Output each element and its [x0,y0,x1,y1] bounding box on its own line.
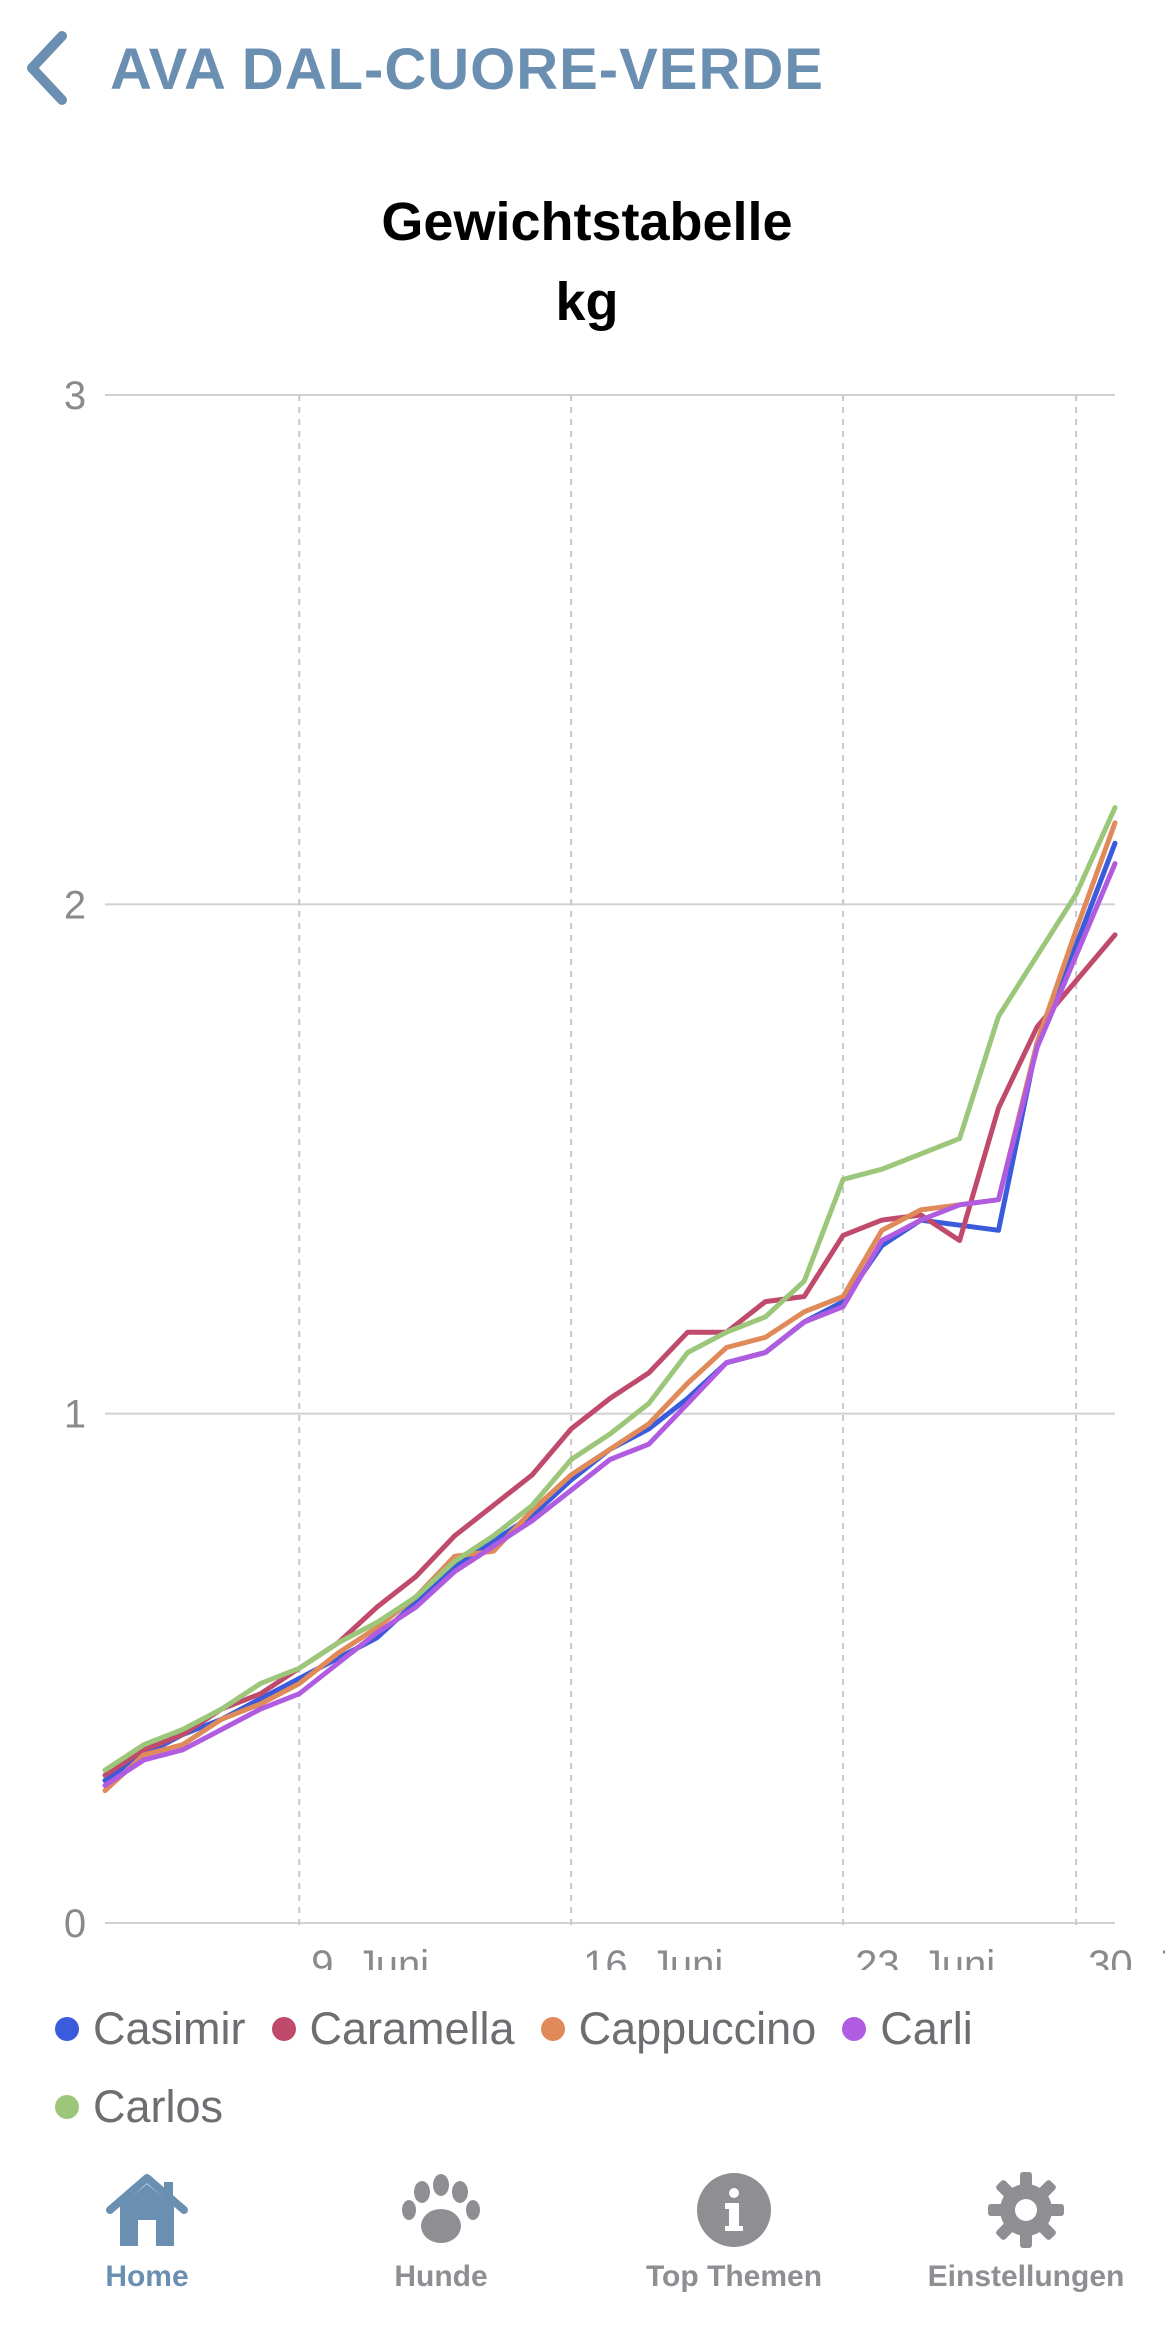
info-icon [594,2170,874,2250]
chart-title: Gewichtstabelle [381,192,792,252]
legend-item-caramella[interactable]: Caramella [271,1990,515,2068]
tab-label: Home [105,2260,189,2293]
legend-dot-icon [55,2017,79,2041]
x-tick-label: 23. Juni [855,1943,995,1970]
legend-label: Cappuccino [578,2003,817,2054]
series-line-cappuccino [102,820,1118,1794]
tab-label: Top Themen [645,2260,823,2293]
chart-legend: Casimir Caramella Cappuccino Carli Carlos [55,1990,1135,2146]
house-icon [7,2170,287,2250]
y-tick-label: 3 [64,374,86,418]
paw-icon [301,2170,581,2250]
series-line-carlos [102,805,1118,1773]
legend-item-cappuccino[interactable]: Cappuccino [540,1990,817,2068]
legend-item-carlos[interactable]: Carlos [55,2068,223,2146]
chart-series [102,805,1118,1794]
tab-bar: Home Hunde Top Themen Einstellungen [0,2150,1165,2335]
gear-icon [886,2170,1165,2250]
tab-label: Hunde [394,2260,488,2293]
legend-item-carli[interactable]: Carli [842,1990,973,2068]
y-tick-label: 0 [64,1902,86,1946]
tab-home[interactable]: Home [7,2170,287,2320]
x-tick-label: 9. Juni [311,1943,429,1970]
tab-top-themen[interactable]: Top Themen [594,2170,874,2320]
tab-hunde[interactable]: Hunde [301,2170,581,2320]
page-title: AVA DAL-CUORE-VERDE [110,37,824,102]
tab-label: Einstellungen [927,2260,1125,2293]
legend-label: Caramella [309,2003,515,2054]
series-line-caramella [102,932,1118,1778]
x-axis: 9. Juni 16. Juni 23. Juni 30. J... [311,1943,1165,1970]
legend-dot-icon [271,2017,296,2041]
series-line-carli [102,861,1118,1788]
weight-chart-canvas: Gewichtstabelle kg 0 1 2 3 9. Juni 16. Juni 2… [64,192,1165,1970]
x-tick-label: 16. Juni [583,1943,723,1970]
back-button[interactable] [22,30,82,110]
legend-label: Casimir [93,2003,246,2054]
legend-dot-icon [540,2017,565,2041]
chevron-left-icon [27,31,67,105]
legend-label: Carli [880,2003,973,2054]
x-tick-label: 30. J... [1088,1943,1165,1970]
legend-dot-icon [842,2017,867,2041]
y-tick-label: 1 [64,1393,86,1437]
y-tick-label: 2 [64,883,86,927]
legend-label: Carlos [93,2081,224,2132]
navigation-header: AVA DAL-CUORE-VERDE [0,0,1165,140]
tab-einstellungen[interactable]: Einstellungen [886,2170,1165,2320]
legend-dot-icon [55,2095,79,2119]
legend-item-casimir[interactable]: Casimir [55,1990,246,2068]
weight-chart: Gewichtstabelle kg 0 1 2 3 9. Juni 16. Juni 2… [0,190,1165,1970]
series-line-casimir [102,840,1118,1783]
chart-subtitle: kg [555,272,618,332]
y-axis: 0 1 2 3 [64,374,86,1946]
